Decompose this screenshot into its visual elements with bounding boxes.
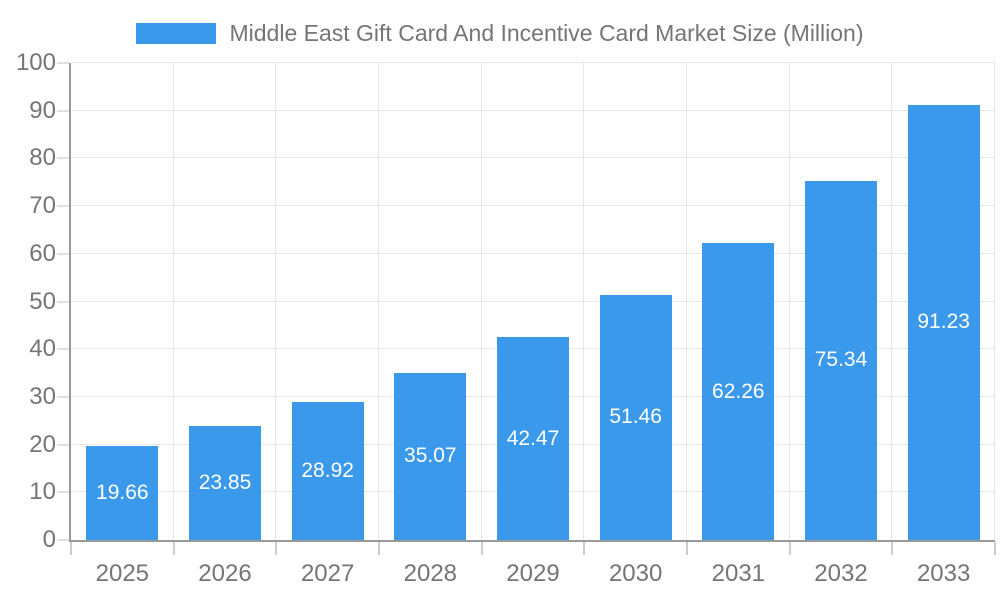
y-tick-mark	[57, 205, 69, 208]
y-tick-label: 80	[29, 144, 56, 172]
v-gridline	[994, 63, 995, 540]
y-tick-label: 90	[29, 96, 56, 124]
x-tick-label: 2033	[916, 560, 971, 587]
bar-value-label: 91.23	[917, 310, 970, 334]
y-tick-mark	[57, 348, 69, 351]
bar-2027: 28.92	[291, 402, 364, 540]
x-tick-label: 2029	[506, 560, 560, 587]
x-tick-label: 2027	[300, 560, 355, 587]
h-gridline	[71, 300, 995, 302]
y-tick-label: 70	[29, 192, 56, 220]
bar-value-label: 19.66	[96, 481, 149, 505]
y-tick-label: 0	[42, 526, 56, 553]
y-tick-mark	[57, 539, 69, 541]
y-tick-mark	[57, 252, 69, 255]
bar-value-label: 23.85	[198, 471, 252, 495]
bar-value-label: 51.46	[609, 405, 662, 429]
h-gridline	[71, 62, 995, 63]
x-tick-mark	[70, 542, 72, 555]
y-tick-label: 100	[15, 49, 56, 76]
y-tick-label: 60	[29, 239, 56, 267]
x-tick-label: 2028	[403, 560, 458, 587]
x-tick-label: 2025	[95, 560, 150, 587]
h-gridline	[71, 252, 995, 254]
y-tick-mark	[57, 62, 69, 64]
bar-2031: 62.26	[702, 243, 775, 540]
h-gridline	[71, 109, 995, 111]
bar-2033: 91.23	[907, 104, 980, 540]
bar-2029: 42.47	[497, 337, 569, 540]
x-tick-mark	[172, 542, 175, 555]
chart-legend: Middle East Gift Card And Incentive Card…	[0, 20, 1000, 47]
chart-title: Middle East Gift Card And Incentive Card…	[229, 20, 864, 46]
h-gridline	[71, 157, 995, 159]
v-gridline	[378, 63, 379, 540]
x-tick-mark	[480, 542, 483, 555]
h-gridline	[71, 205, 995, 207]
x-tick-mark	[788, 542, 791, 555]
v-gridline	[275, 63, 277, 540]
y-tick-mark	[57, 395, 69, 398]
y-tick-mark	[57, 491, 69, 494]
plot-area: 19.66 23.85 28.92 35.07 42.47 51.46 62.26 75.34…	[69, 62, 995, 542]
y-tick-mark	[57, 300, 69, 303]
x-tick-mark	[583, 542, 586, 555]
y-tick-mark	[57, 157, 69, 160]
bar-2028: 35.07	[394, 372, 467, 540]
v-gridline	[480, 63, 482, 540]
bar-value-label: 42.47	[506, 426, 560, 450]
bar-value-label: 35.07	[404, 444, 457, 468]
x-tick-label: 2030	[608, 560, 663, 587]
x-tick-mark	[275, 542, 278, 555]
bar-2032: 75.34	[805, 180, 877, 540]
y-tick-label: 40	[29, 335, 56, 363]
x-tick-mark	[891, 542, 894, 555]
v-gridline	[686, 63, 687, 540]
x-tick-label: 2032	[814, 560, 868, 587]
v-gridline	[788, 63, 790, 540]
bar-2030: 51.46	[599, 294, 672, 540]
y-tick-label: 10	[29, 478, 56, 506]
y-tick-label: 50	[29, 287, 56, 315]
x-tick-label: 2031	[711, 560, 766, 587]
y-tick-label: 20	[29, 430, 56, 458]
y-tick-mark	[57, 109, 69, 112]
v-gridline	[891, 63, 893, 540]
bar-2025: 19.66	[86, 446, 159, 540]
x-tick-mark	[686, 542, 688, 555]
legend-swatch	[136, 23, 217, 44]
y-tick-mark	[57, 443, 69, 446]
bar-value-label: 75.34	[814, 348, 868, 372]
v-gridline	[583, 63, 585, 540]
x-tick-mark	[994, 542, 996, 555]
bar-value-label: 28.92	[301, 459, 354, 483]
x-tick-mark	[378, 542, 380, 555]
bar-2026: 23.85	[189, 426, 261, 540]
x-tick-label: 2026	[198, 560, 252, 587]
v-gridline	[172, 63, 174, 540]
y-tick-label: 30	[29, 382, 56, 410]
bar-value-label: 62.26	[712, 379, 765, 403]
